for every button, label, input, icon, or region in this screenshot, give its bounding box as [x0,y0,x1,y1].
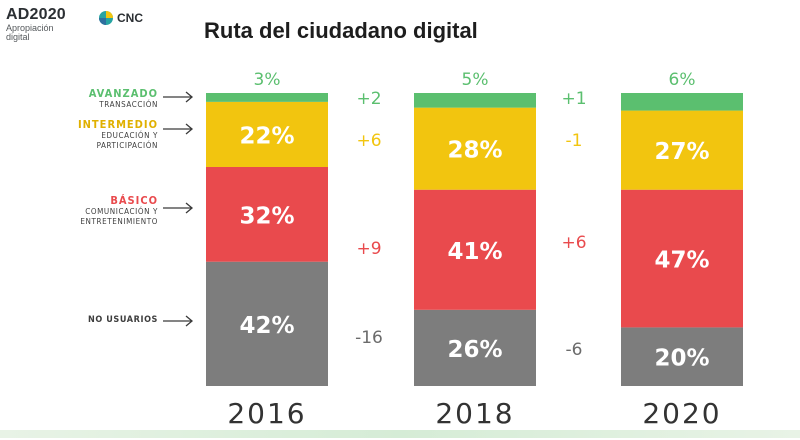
change-no-usuarios-2016-2018: -16 [355,328,383,348]
chart-title: Ruta del ciudadano digital [204,18,478,43]
arrow-icon [163,91,194,103]
legend-basico: BÁSICO COMUNICACIÓN Y ENTRETENIMIENTO [40,195,158,227]
data-label-no-usuarios-2020: 20% [654,346,709,372]
cnc-logo: CNC [98,10,143,26]
legend-avanzado-sub: TRANSACCIÓN [99,100,158,109]
change-no-usuarios-2018-2020: -6 [566,340,583,360]
bar-intermedio-2018 [414,107,536,190]
arrow-icon [163,202,194,214]
bottom-decoration [0,430,800,438]
x-axis-ticks: 2016 2018 2020 [227,397,721,430]
arrow-icon [163,123,194,135]
data-label-intermedio-2020: 27% [654,139,709,165]
change-intermedio-2018-2020: -1 [566,131,583,151]
bar-avanzado-2020 [621,93,743,111]
bar-no-usuarios-2018 [414,309,536,386]
legend-basico-sub1: COMUNICACIÓN Y [85,207,158,216]
cnc-logo-icon [99,11,113,25]
legend-avanzado: AVANZADO TRANSACCIÓN [40,88,158,110]
bars-group: 42% 32% 22% 3% 26% 41% 28% 5% 20% 47% 27% 6% [206,70,743,386]
change-labels: +2 +6 +9 -16 +1 -1 +6 -6 [355,89,586,360]
data-label-avanzado-2020: 6% [669,70,696,90]
data-label-basico-2020: 47% [654,248,709,274]
logo-subtitle-line2: digital [6,32,30,42]
bar-basico-2016 [206,166,328,262]
bar-basico-2018 [414,189,536,310]
data-label-no-usuarios-2018: 26% [447,337,502,363]
legend-intermedio-sub1: EDUCACIÓN Y [101,131,158,140]
legend-avanzado-name: AVANZADO [88,87,158,100]
change-basico-2016-2018: +9 [356,239,381,259]
data-label-basico-2018: 41% [447,239,502,265]
bar-avanzado-2018 [414,93,536,108]
legend-intermedio-sub2: PARTICIPACIÓN [96,141,158,150]
bar-no-usuarios-2016 [206,261,328,386]
arrow-icon [163,315,194,327]
data-label-basico-2016: 32% [239,203,294,229]
change-avanzado-2018-2020: +1 [561,89,586,109]
logo-subtitle-line1: Apropiación [6,23,54,33]
change-avanzado-2016-2018: +2 [356,89,381,109]
data-label-no-usuarios-2016: 42% [239,313,294,339]
bar-basico-2020 [621,189,743,328]
ad2020-logo: AD2020 Apropiación digital [6,6,66,42]
legend-no-usuarios: NO USUARIOS [40,315,158,325]
legend-no-usuarios-name: NO USUARIOS [87,315,158,325]
legend-arrows [163,91,194,327]
bar-intermedio-2020 [621,110,743,190]
data-label-avanzado-2018: 5% [462,70,489,90]
logo-title: AD2020 [6,6,66,23]
x-tick-2018: 2018 [435,397,514,430]
data-label-intermedio-2018: 28% [447,138,502,164]
legend-intermedio-name: INTERMEDIO [77,118,158,131]
data-label-intermedio-2016: 22% [239,123,294,149]
x-tick-2020: 2020 [642,397,721,430]
bar-intermedio-2016 [206,101,328,167]
legend-basico-sub2: ENTRETENIMIENTO [80,217,158,226]
bar-avanzado-2016 [206,93,328,102]
change-intermedio-2016-2018: +6 [356,131,381,151]
cnc-label: CNC [117,11,143,25]
legend-intermedio: INTERMEDIO EDUCACIÓN Y PARTICIPACIÓN [40,119,158,151]
x-tick-2016: 2016 [227,397,306,430]
change-basico-2018-2020: +6 [561,233,586,253]
bar-no-usuarios-2020 [621,327,743,386]
legend-basico-name: BÁSICO [110,194,158,207]
data-label-avanzado-2016: 3% [254,70,281,90]
